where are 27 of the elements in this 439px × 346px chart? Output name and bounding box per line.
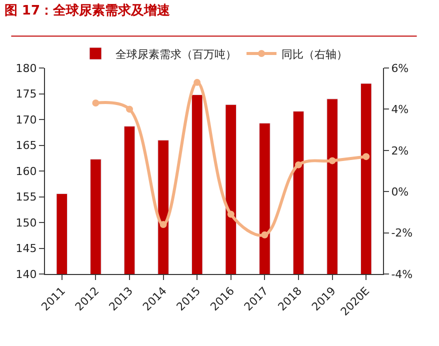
point [92, 100, 100, 107]
point [227, 210, 234, 218]
y2-tick-label: 6% [391, 62, 409, 75]
y2-tick-label: 4% [391, 103, 409, 116]
y-tick-label: 165 [16, 139, 37, 152]
y2-tick-label: 0% [391, 185, 409, 198]
legend-label: 同比（右轴） [282, 48, 348, 61]
y-tick-label: 155 [16, 190, 37, 204]
chart-title: 图 17：全球尿素需求及增速 [4, 2, 172, 18]
y-tick-label: 170 [16, 113, 37, 126]
y-tick-label: 180 [16, 62, 37, 75]
y-tick-label: 175 [16, 88, 37, 101]
y2-tick-label: -2% [391, 226, 413, 240]
point [194, 78, 201, 86]
point [362, 153, 370, 160]
y-tick-label: 160 [16, 164, 37, 178]
y-tick-label: 140 [16, 268, 37, 281]
point [261, 231, 268, 238]
y-tick-label: 145 [16, 242, 37, 256]
point [160, 221, 167, 228]
point [328, 157, 336, 164]
y-tick-label: 150 [16, 216, 37, 230]
point [295, 161, 302, 168]
y2-tick-label: -4% [391, 268, 413, 281]
legend-label: 全球尿素需求（百万吨） [116, 48, 236, 61]
point [126, 106, 133, 113]
y2-tick-label: 2% [391, 144, 409, 158]
